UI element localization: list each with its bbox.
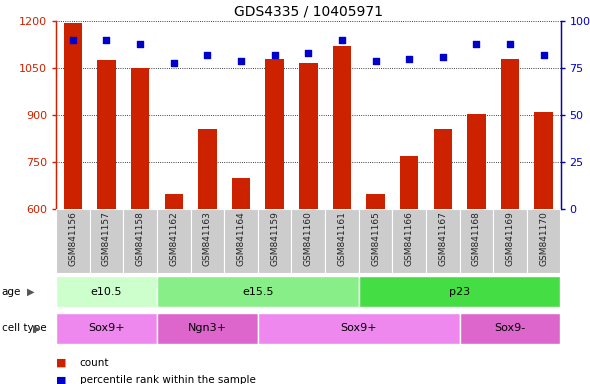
Point [202,52,212,58]
Point [169,60,178,66]
Text: percentile rank within the sample: percentile rank within the sample [80,375,255,384]
Text: Ngn3+: Ngn3+ [188,323,227,333]
Bar [64,23,82,209]
FancyBboxPatch shape [157,209,191,273]
Bar [97,60,116,209]
Text: ▶: ▶ [27,287,34,297]
FancyBboxPatch shape [426,209,460,273]
FancyBboxPatch shape [224,209,258,273]
Text: GSM841165: GSM841165 [371,211,380,266]
Bar [266,59,284,209]
Text: e15.5: e15.5 [242,287,274,297]
Text: GSM841164: GSM841164 [237,211,245,266]
Bar [198,129,217,209]
Bar [400,156,418,209]
Point [371,58,380,64]
Point [101,37,111,43]
Bar [535,112,553,209]
Text: ■: ■ [56,375,67,384]
FancyBboxPatch shape [56,209,90,273]
FancyBboxPatch shape [392,209,426,273]
Bar [165,194,183,209]
Text: GSM841159: GSM841159 [270,211,279,266]
Point [135,41,145,47]
FancyBboxPatch shape [123,209,157,273]
FancyBboxPatch shape [191,209,224,273]
FancyBboxPatch shape [493,209,527,273]
Point [471,41,481,47]
Text: GSM841167: GSM841167 [438,211,447,266]
Text: GSM841161: GSM841161 [337,211,346,266]
Point [236,58,245,64]
Text: cell type: cell type [2,323,47,333]
FancyBboxPatch shape [90,209,123,273]
Text: p23: p23 [449,287,470,297]
Text: age: age [2,287,21,297]
Text: Sox9+: Sox9+ [340,323,377,333]
FancyBboxPatch shape [258,313,460,344]
Bar [501,59,519,209]
FancyBboxPatch shape [325,209,359,273]
Title: GDS4335 / 10405971: GDS4335 / 10405971 [234,5,383,18]
Point [68,37,77,43]
Text: GSM841169: GSM841169 [506,211,514,266]
Bar [232,178,250,209]
Text: ■: ■ [56,358,67,368]
Bar [434,129,452,209]
Text: GSM841163: GSM841163 [203,211,212,266]
Bar [333,46,351,209]
Bar [131,68,149,209]
FancyBboxPatch shape [157,313,258,344]
FancyBboxPatch shape [56,276,157,307]
FancyBboxPatch shape [56,313,157,344]
Text: GSM841168: GSM841168 [472,211,481,266]
FancyBboxPatch shape [359,276,560,307]
Text: GSM841156: GSM841156 [68,211,77,266]
Text: GSM841158: GSM841158 [136,211,145,266]
Point [438,54,447,60]
Point [303,50,313,56]
Text: GSM841170: GSM841170 [539,211,548,266]
Bar [366,194,385,209]
FancyBboxPatch shape [460,313,560,344]
FancyBboxPatch shape [56,209,560,273]
Text: e10.5: e10.5 [91,287,122,297]
Text: GSM841157: GSM841157 [102,211,111,266]
FancyBboxPatch shape [460,209,493,273]
Bar [467,114,486,209]
FancyBboxPatch shape [291,209,325,273]
Text: Sox9+: Sox9+ [88,323,125,333]
Point [270,52,280,58]
Text: GSM841162: GSM841162 [169,211,178,266]
FancyBboxPatch shape [157,276,359,307]
Point [404,56,414,62]
FancyBboxPatch shape [359,209,392,273]
FancyBboxPatch shape [258,209,291,273]
Text: count: count [80,358,109,368]
Text: Sox9-: Sox9- [494,323,526,333]
Bar [299,63,317,209]
Point [539,52,548,58]
Text: GSM841166: GSM841166 [405,211,414,266]
Point [505,41,514,47]
Text: ▶: ▶ [33,323,41,333]
Text: GSM841160: GSM841160 [304,211,313,266]
FancyBboxPatch shape [527,209,560,273]
Point [337,37,346,43]
